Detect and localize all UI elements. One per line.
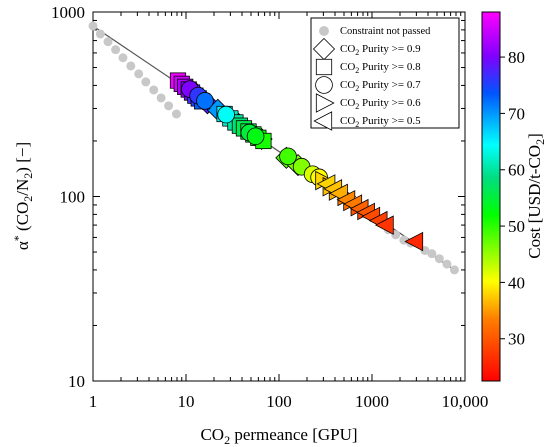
legend-label-purity-07: CO2 Purity >= 0.7	[340, 79, 421, 93]
y-axis-label: α* (CO2/N2) [−]	[11, 142, 35, 250]
legend-marker	[313, 111, 333, 131]
data-point	[118, 53, 128, 63]
data-points	[88, 21, 459, 275]
data-point	[156, 93, 166, 103]
data-point	[404, 231, 424, 252]
legend-marker	[319, 26, 329, 36]
x-tick-label: 1000	[355, 392, 389, 411]
y-tick-label: 100	[60, 188, 86, 207]
legend-label-constraint: Constraint not passed	[340, 26, 431, 37]
colorbar: 30 40 50 60 70 80 Cost [USD/t-CO2]	[481, 11, 547, 382]
x-tick-label: 10,000	[442, 392, 489, 411]
y-tick-label: 1000	[51, 3, 85, 22]
data-point	[246, 127, 265, 146]
colorbar-ticks: 30 40 50 60 70 80	[500, 48, 525, 349]
legend: Constraint not passed CO2 Purity >= 0.9 …	[310, 17, 460, 131]
data-point	[449, 265, 459, 275]
colorbar-tick-label: 50	[508, 217, 525, 236]
data-point	[196, 92, 214, 110]
data-point	[88, 21, 98, 31]
data-point	[279, 147, 297, 166]
legend-label-purity-08: CO2 Purity >= 0.8	[340, 61, 421, 75]
data-point	[126, 61, 136, 71]
x-tick-label: 10	[178, 392, 195, 411]
legend-marker	[315, 93, 335, 113]
data-point	[149, 85, 159, 95]
data-point	[95, 29, 105, 39]
colorbar-tick-label: 60	[508, 161, 525, 180]
legend-box	[310, 17, 460, 129]
legend-marker	[315, 58, 333, 76]
trade-off-line	[92, 25, 455, 271]
data-point	[111, 45, 121, 55]
colorbar-tick-label: 70	[508, 104, 525, 123]
legend-label-purity-06: CO2 Purity >= 0.6	[340, 97, 421, 111]
colorbar-label: Cost [USD/t-CO2]	[525, 133, 547, 259]
data-point	[427, 249, 437, 259]
colorbar-tick-label: 80	[508, 48, 525, 67]
colorbar-tick-label: 40	[508, 273, 525, 292]
x-tick-label: 100	[266, 392, 292, 411]
x-tick-label: 1	[89, 392, 98, 411]
legend-markers	[312, 26, 336, 131]
data-point	[103, 37, 113, 47]
data-point	[141, 77, 151, 87]
data-point	[217, 105, 235, 124]
colorbar-gradient	[481, 11, 501, 382]
legend-label-purity-09: CO2 Purity >= 0.9	[340, 43, 421, 57]
data-point	[442, 259, 452, 269]
x-axis-label: CO2 permeance [GPU]	[200, 425, 357, 447]
legend-marker	[315, 76, 333, 94]
data-point	[374, 215, 394, 235]
legend-label-purity-05: CO2 Purity >= 0.5	[340, 115, 421, 129]
data-point	[171, 109, 181, 119]
data-point	[134, 69, 144, 79]
data-point	[164, 101, 174, 111]
y-tick-label: 10	[68, 372, 85, 391]
colorbar-tick-label: 30	[508, 330, 525, 349]
data-point	[434, 254, 444, 264]
